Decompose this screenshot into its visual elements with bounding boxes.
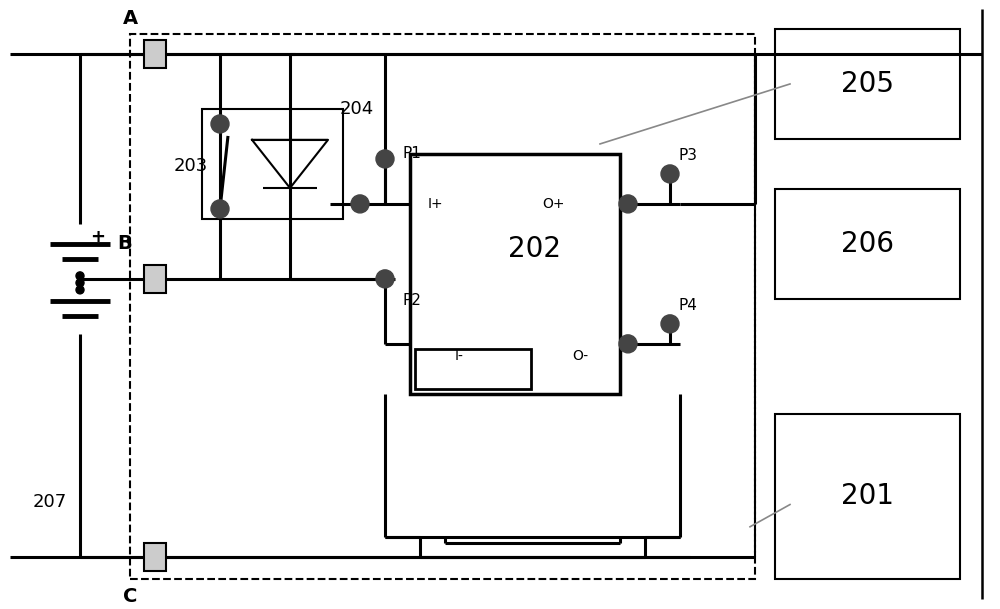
Text: 205: 205 bbox=[841, 70, 894, 98]
Bar bbox=[144, 40, 166, 68]
Text: A: A bbox=[122, 10, 138, 29]
Text: C: C bbox=[123, 587, 137, 606]
Circle shape bbox=[661, 165, 679, 183]
Text: P4: P4 bbox=[678, 298, 697, 314]
Text: 201: 201 bbox=[841, 482, 894, 510]
Bar bbox=[775, 29, 960, 139]
Bar bbox=[775, 414, 960, 579]
Text: B: B bbox=[118, 234, 132, 253]
Circle shape bbox=[351, 195, 369, 213]
Bar bbox=[410, 154, 620, 394]
Text: P1: P1 bbox=[403, 146, 422, 161]
Text: I-: I- bbox=[455, 349, 464, 363]
Text: 206: 206 bbox=[841, 230, 894, 258]
Bar bbox=[415, 349, 530, 389]
Circle shape bbox=[76, 279, 84, 287]
Text: 202: 202 bbox=[509, 235, 562, 263]
Bar bbox=[202, 109, 343, 219]
Circle shape bbox=[76, 286, 84, 294]
Text: 203: 203 bbox=[174, 158, 208, 175]
Bar bbox=[144, 543, 166, 571]
Circle shape bbox=[211, 115, 229, 133]
Text: O+: O+ bbox=[542, 197, 565, 211]
Circle shape bbox=[661, 315, 679, 333]
Circle shape bbox=[619, 195, 637, 213]
Circle shape bbox=[619, 335, 637, 353]
Circle shape bbox=[376, 270, 394, 288]
Circle shape bbox=[211, 200, 229, 218]
Text: 207: 207 bbox=[33, 493, 67, 511]
Bar bbox=[144, 265, 166, 293]
Text: 204: 204 bbox=[340, 100, 374, 118]
Bar bbox=[775, 189, 960, 299]
Circle shape bbox=[76, 272, 84, 280]
Text: O-: O- bbox=[572, 349, 588, 363]
Text: P2: P2 bbox=[403, 294, 422, 308]
Circle shape bbox=[376, 150, 394, 168]
Text: +: + bbox=[90, 228, 106, 246]
Text: P3: P3 bbox=[678, 149, 697, 163]
Bar bbox=[130, 34, 755, 579]
Text: I+: I+ bbox=[428, 197, 444, 211]
